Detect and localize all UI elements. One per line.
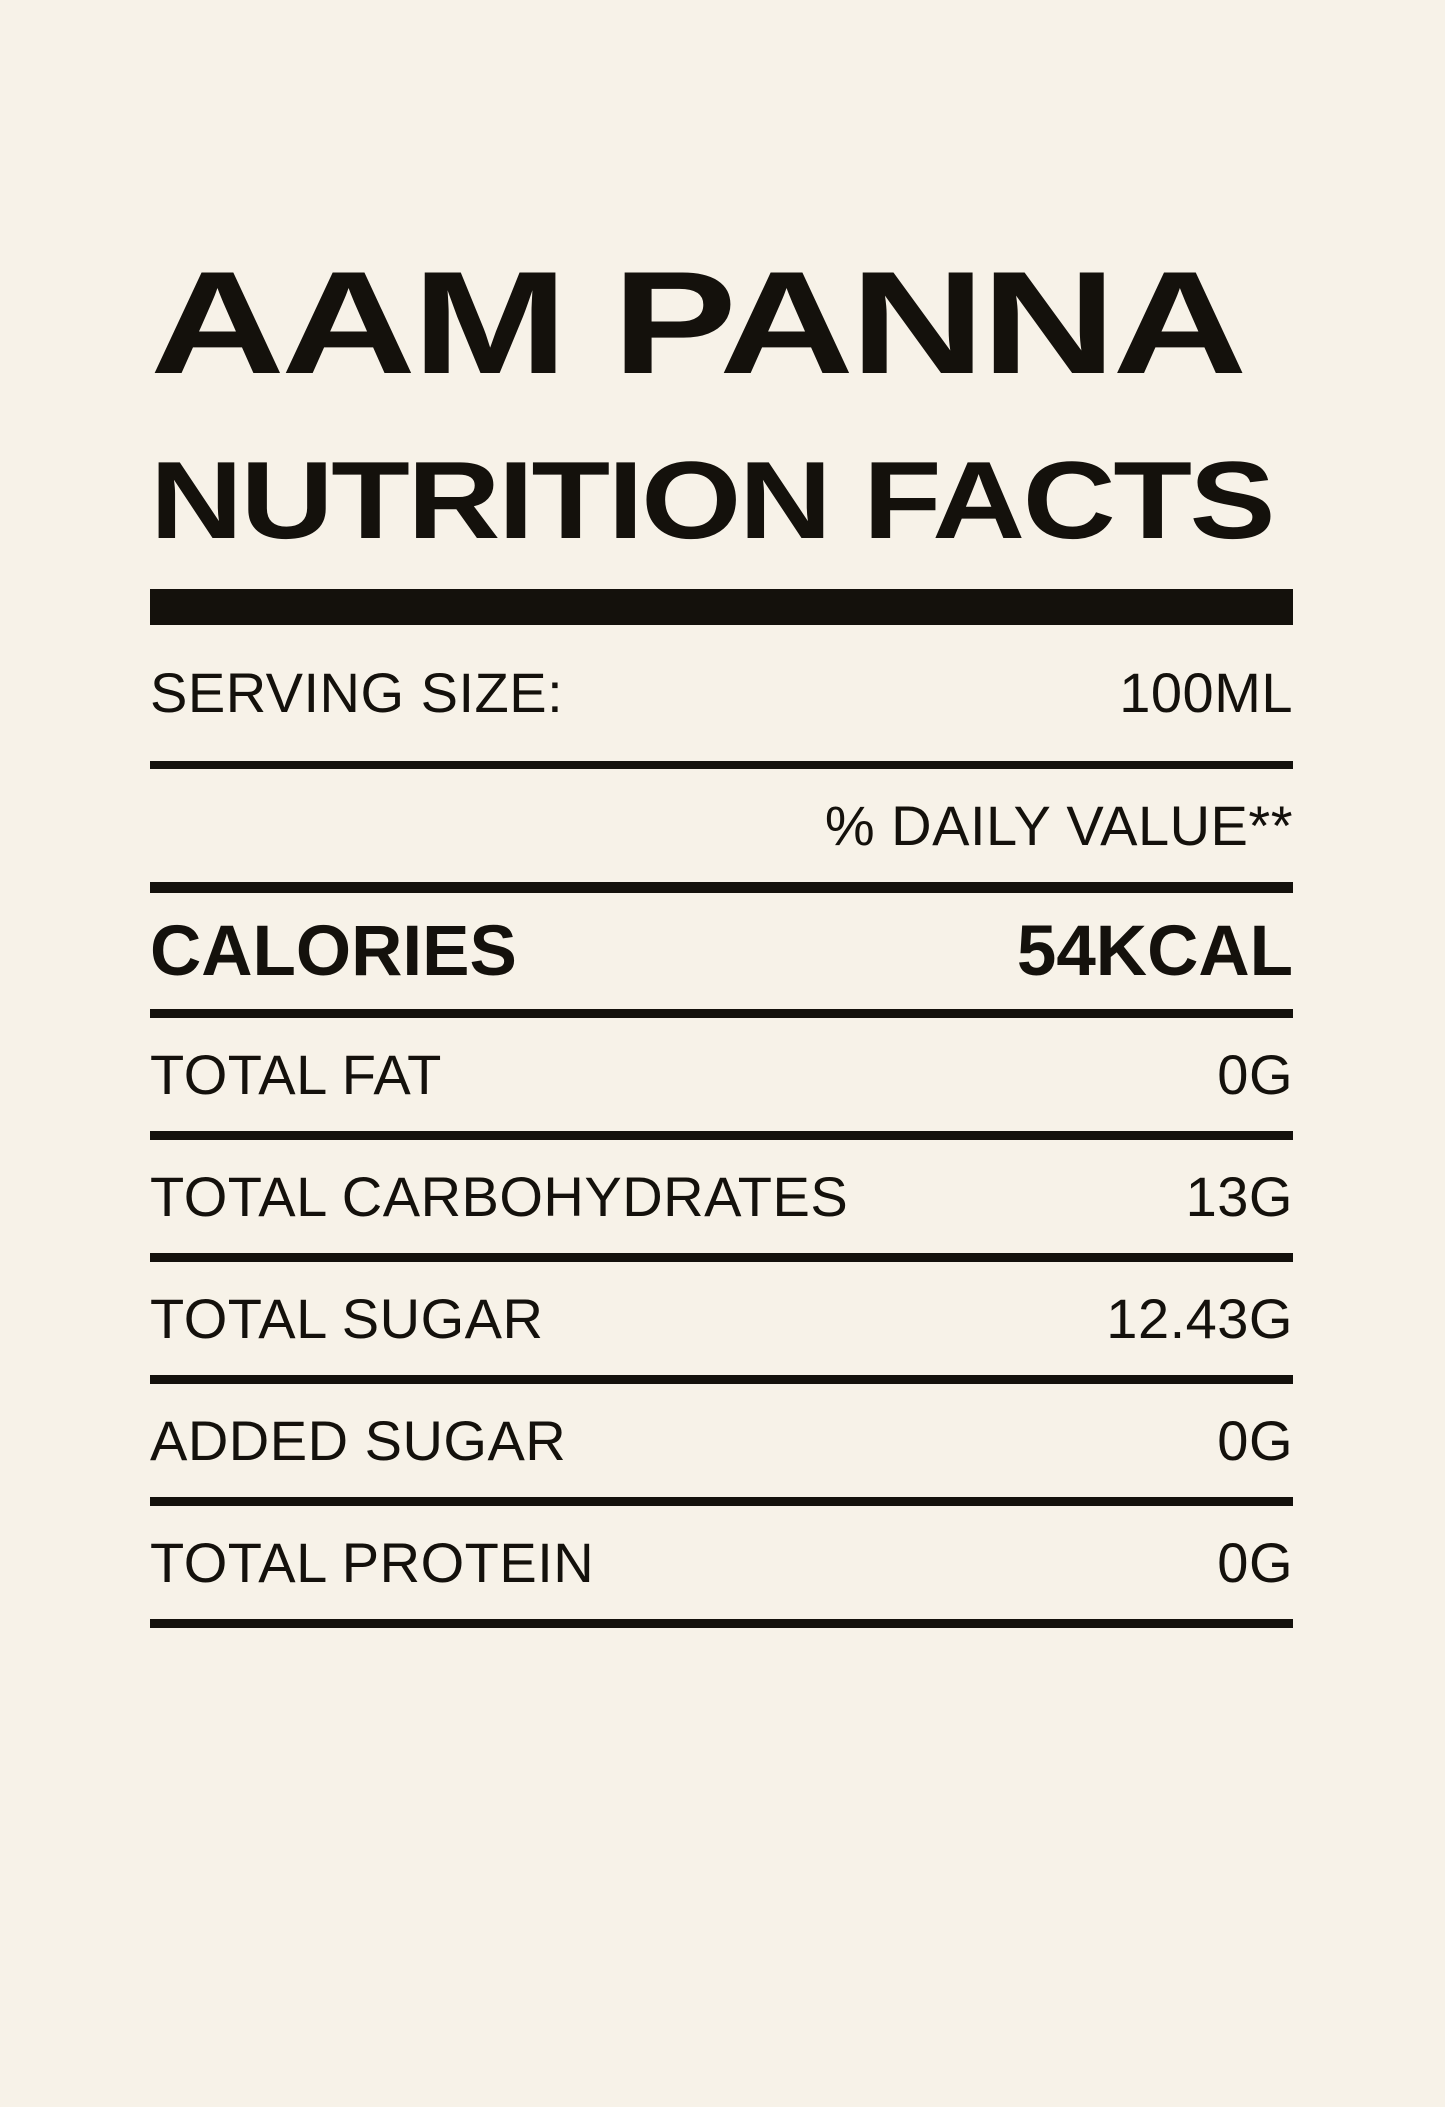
nutrition-label: AAM PANNA NUTRITION FACTS SERVING SIZE: … [150,250,1293,1628]
nutrient-label: ADDED SUGAR [150,1408,567,1472]
nutrient-label: TOTAL CARBOHYDRATES [150,1164,849,1228]
product-title: AAM PANNA [150,241,1247,404]
calories-row: CALORIES 54KCAL [150,893,1293,1018]
nutrient-value: 12.43G [1106,1286,1293,1350]
serving-size-row: SERVING SIZE: 100ML [150,625,1293,769]
nutrient-value: 13G [1185,1164,1293,1228]
nutrient-value: 0G [1217,1042,1293,1106]
nutrient-label: CALORIES [150,911,517,991]
nutrient-row: TOTAL FAT 0G [150,1018,1293,1140]
nutrient-row: TOTAL SUGAR 12.43G [150,1262,1293,1384]
serving-size-label: SERVING SIZE: [150,661,564,724]
nutrient-label: TOTAL PROTEIN [150,1530,595,1594]
nutrient-row: TOTAL CARBOHYDRATES 13G [150,1140,1293,1262]
nutrient-label: TOTAL FAT [150,1042,442,1106]
nutrient-label: TOTAL SUGAR [150,1286,544,1350]
facts-rows: CALORIES 54KCAL TOTAL FAT 0G TOTAL CARBO… [150,893,1293,1628]
nutrition-facts-heading: NUTRITION FACTS [150,439,1275,562]
nutrient-value: 0G [1217,1530,1293,1594]
nutrient-value: 0G [1217,1408,1293,1472]
nutrient-row: TOTAL PROTEIN 0G [150,1506,1293,1628]
header-divider-bar [150,589,1293,625]
daily-value-row: % DAILY VALUE** [150,769,1293,893]
daily-value-heading: % DAILY VALUE** [824,793,1293,857]
nutrient-row: ADDED SUGAR 0G [150,1384,1293,1506]
serving-size-value: 100ML [1119,661,1293,724]
nutrient-value: 54KCAL [1016,911,1293,991]
